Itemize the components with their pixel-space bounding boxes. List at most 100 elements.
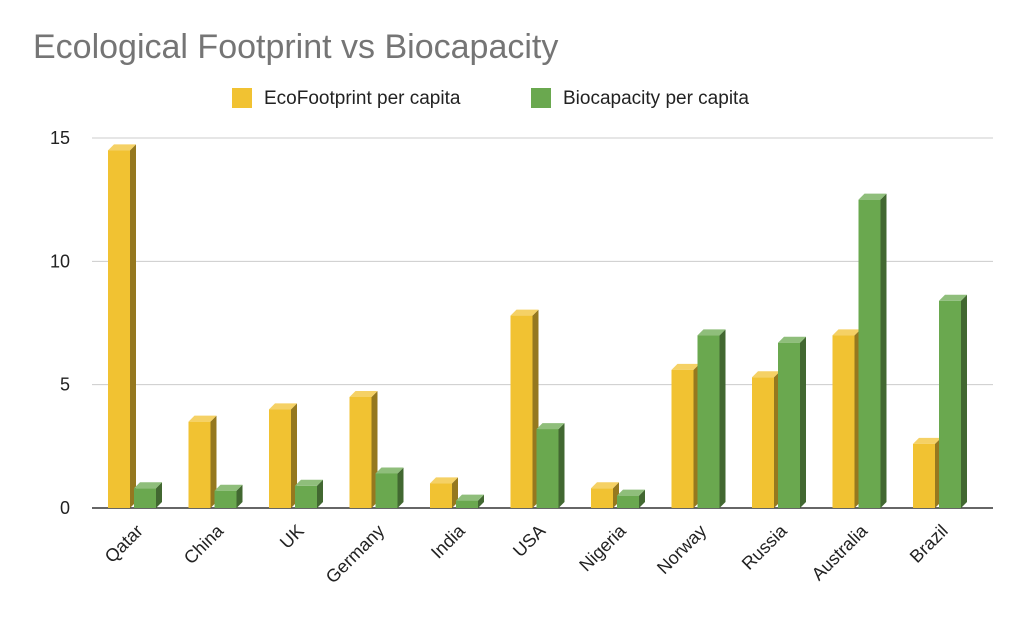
bar-top	[617, 489, 645, 496]
bar-top	[591, 482, 619, 489]
bar	[295, 479, 323, 508]
bar-top	[430, 477, 458, 484]
y-tick-label: 10	[50, 251, 70, 271]
legend-swatch-biocapacity	[531, 88, 551, 108]
bar-front	[939, 300, 961, 508]
bar-front	[913, 443, 935, 508]
x-tick-label: USA	[509, 521, 549, 561]
bar-top	[269, 403, 297, 410]
x-tick-label: Brazil	[906, 521, 952, 567]
bar-front	[269, 409, 291, 508]
legend-label-ecofootprint: EcoFootprint per capita	[264, 88, 461, 109]
bar-top	[752, 371, 780, 378]
bar-front	[188, 421, 211, 508]
x-tick-label: India	[427, 520, 469, 562]
x-tick-label: Qatar	[101, 521, 147, 567]
bar-top	[939, 294, 967, 301]
bar-top	[456, 494, 484, 501]
x-tick-label: Germany	[322, 521, 388, 587]
bar	[214, 484, 243, 508]
bar	[349, 391, 378, 508]
bar-front	[295, 485, 317, 508]
bar	[456, 494, 484, 508]
bar-top	[349, 391, 378, 397]
bar-top	[913, 437, 941, 444]
bar-front	[510, 315, 533, 508]
bar-top	[295, 479, 323, 486]
x-tick-label: Nigeria	[575, 520, 630, 575]
bar-side	[317, 479, 323, 508]
bar-front	[430, 483, 452, 508]
legend: EcoFootprint per capita Biocapacity per …	[232, 88, 749, 109]
bar	[269, 403, 297, 508]
bar-side	[719, 329, 726, 508]
bar-front	[671, 369, 694, 508]
bar	[671, 363, 700, 508]
bar-side	[156, 482, 162, 508]
legend-label-biocapacity: Biocapacity per capita	[563, 88, 749, 109]
bar	[913, 437, 941, 508]
x-tick-label: Russia	[738, 520, 792, 574]
bar-front	[108, 150, 130, 509]
x-tick-label: Australia	[808, 520, 872, 584]
bar-side	[397, 467, 404, 508]
bar-top	[188, 415, 217, 422]
bar	[430, 477, 458, 508]
bar-side	[961, 294, 967, 508]
bar-front	[536, 429, 559, 508]
bar-side	[236, 484, 243, 508]
bar-side	[639, 489, 645, 508]
bar	[510, 309, 539, 508]
x-tick-label: China	[180, 520, 228, 568]
y-axis-ticks: 0 5 10 15	[50, 128, 70, 518]
x-tick-label: UK	[276, 521, 308, 553]
bar-top	[858, 193, 887, 200]
bar-side	[478, 494, 484, 508]
bar-top	[134, 482, 162, 489]
bar	[134, 482, 162, 508]
bar	[697, 329, 726, 508]
bar	[536, 423, 565, 508]
bar	[752, 371, 780, 508]
y-tick-label: 5	[60, 375, 70, 395]
bar	[617, 489, 645, 508]
bar-front	[214, 490, 237, 508]
bar	[939, 294, 967, 508]
bar-front	[349, 397, 372, 508]
bar-front	[456, 500, 478, 508]
bar-side	[210, 415, 217, 508]
x-axis-ticks: Qatar China UK Germany India USA Nigeria Norway…	[101, 520, 952, 587]
bars	[108, 144, 967, 509]
chart-title: Ecological Footprint vs Biocapacity	[33, 28, 558, 66]
bar	[591, 482, 619, 508]
bar	[108, 144, 136, 509]
bar-top	[375, 467, 404, 474]
bar-top	[108, 144, 136, 151]
legend-swatch-ecofootprint	[232, 88, 252, 108]
bar	[375, 467, 404, 508]
bar	[188, 415, 217, 508]
y-tick-label: 0	[60, 498, 70, 518]
bar-side	[800, 336, 806, 508]
bar-top	[832, 329, 861, 336]
bar-top	[214, 484, 243, 491]
bar-top	[697, 329, 726, 336]
y-tick-label: 15	[50, 128, 70, 148]
bar-top	[510, 309, 539, 316]
bar	[832, 329, 861, 508]
bar-front	[752, 377, 774, 508]
bar-front	[375, 473, 398, 508]
bar-front	[832, 335, 855, 508]
bar-front	[591, 488, 613, 508]
x-tick-label: Norway	[653, 521, 710, 578]
bar-side	[130, 144, 136, 509]
bar-top	[671, 363, 700, 370]
bar-front	[617, 495, 639, 508]
bar-side	[558, 423, 565, 508]
bar	[858, 193, 887, 508]
bar-front	[697, 335, 720, 508]
bar-top	[536, 423, 565, 430]
bar-top	[778, 336, 806, 343]
bar-front	[134, 488, 156, 508]
